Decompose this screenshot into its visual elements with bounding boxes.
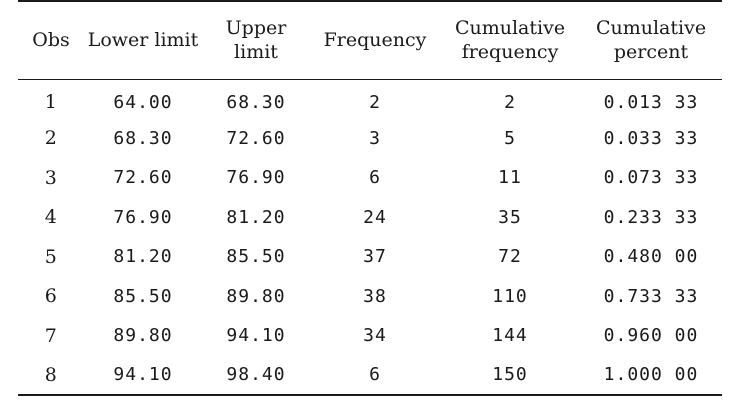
cell-upper-limit: 72.60: [226, 127, 286, 149]
cell-upper-limit: 98.40: [202, 355, 310, 396]
frequency-table-container: Obs Lower limit Upper limit Frequency Cum…: [18, 0, 722, 396]
cell-obs: 4: [44, 206, 58, 229]
cell-obs: 2: [44, 127, 58, 150]
table-row: 8 94.10 98.40 6 150 1.000 00: [18, 355, 722, 396]
cell-lower-limit: 72.60: [113, 167, 173, 189]
table-row: 1 64.00 68.30 2 2 0.013 33: [18, 79, 722, 119]
cell-frequency: 6: [369, 167, 381, 189]
cell-lower-limit: 94.10: [84, 355, 202, 396]
cell-frequency: 6: [310, 355, 440, 396]
cell-cumulative-frequency: 110: [492, 285, 528, 307]
cell-cumulative-percent: 0.960 00: [603, 325, 699, 347]
header-upper-limit: Upper limit: [202, 0, 310, 80]
cell-frequency: 2: [369, 91, 381, 113]
cell-obs: 8: [18, 355, 84, 396]
cell-cumulative-percent: 0.033 33: [603, 127, 699, 149]
cell-cumulative-frequency: 144: [492, 325, 528, 347]
cell-cumulative-frequency: 150: [440, 355, 580, 396]
cell-frequency: 37: [363, 246, 387, 268]
cell-cumulative-percent: 0.733 33: [603, 285, 699, 307]
table-row: 2 68.30 72.60 3 5 0.033 33: [18, 119, 722, 159]
cell-lower-limit: 68.30: [113, 127, 173, 149]
cell-upper-limit: 94.10: [226, 325, 286, 347]
cell-lower-limit: 76.90: [113, 206, 173, 228]
cell-obs: 5: [44, 245, 58, 268]
header-frequency: Frequency: [310, 0, 440, 80]
cell-obs: 6: [44, 285, 58, 308]
cell-cumulative-percent: 0.073 33: [603, 167, 699, 189]
cell-cumulative-frequency: 11: [498, 167, 522, 189]
cell-frequency: 34: [363, 325, 387, 347]
header-obs: Obs: [18, 0, 84, 80]
table-row: 5 81.20 85.50 37 72 0.480 00: [18, 237, 722, 277]
cell-frequency: 38: [363, 285, 387, 307]
cell-lower-limit: 89.80: [113, 325, 173, 347]
cell-cumulative-percent: 0.480 00: [603, 246, 699, 268]
cell-lower-limit: 81.20: [113, 246, 173, 268]
cell-lower-limit: 85.50: [113, 285, 173, 307]
frequency-table: Obs Lower limit Upper limit Frequency Cum…: [18, 0, 722, 396]
table-row: 4 76.90 81.20 24 35 0.233 33: [18, 198, 722, 238]
cell-obs: 1: [44, 91, 58, 113]
table-row: 6 85.50 89.80 38 110 0.733 33: [18, 277, 722, 317]
cell-obs: 3: [44, 166, 58, 189]
header-cumulative-percent: Cumulative percent: [580, 0, 722, 80]
header-lower-limit: Lower limit: [84, 0, 202, 80]
cell-cumulative-frequency: 2: [504, 91, 516, 113]
cell-cumulative-frequency: 5: [504, 127, 516, 149]
cell-upper-limit: 85.50: [226, 246, 286, 268]
cell-frequency: 24: [363, 206, 387, 228]
cell-cumulative-percent: 0.233 33: [603, 206, 699, 228]
cell-lower-limit: 64.00: [113, 91, 173, 113]
cell-upper-limit: 89.80: [226, 285, 286, 307]
cell-cumulative-percent: 0.013 33: [603, 91, 699, 113]
cell-frequency: 3: [369, 127, 381, 149]
table-row: 7 89.80 94.10 34 144 0.960 00: [18, 316, 722, 356]
cell-upper-limit: 68.30: [226, 91, 286, 113]
cell-upper-limit: 81.20: [226, 206, 286, 228]
header-cumulative-frequency: Cumulative frequency: [440, 0, 580, 80]
cell-cumulative-frequency: 35: [498, 206, 522, 228]
table-header: Obs Lower limit Upper limit Frequency Cum…: [18, 0, 722, 80]
table-body: 1 64.00 68.30 2 2 0.013 33 2 68.30 72.60…: [18, 79, 722, 396]
cell-cumulative-frequency: 72: [498, 246, 522, 268]
cell-upper-limit: 76.90: [226, 167, 286, 189]
table-row: 3 72.60 76.90 6 11 0.073 33: [18, 158, 722, 198]
cell-cumulative-percent: 1.000 00: [580, 355, 722, 396]
cell-obs: 7: [44, 324, 58, 347]
